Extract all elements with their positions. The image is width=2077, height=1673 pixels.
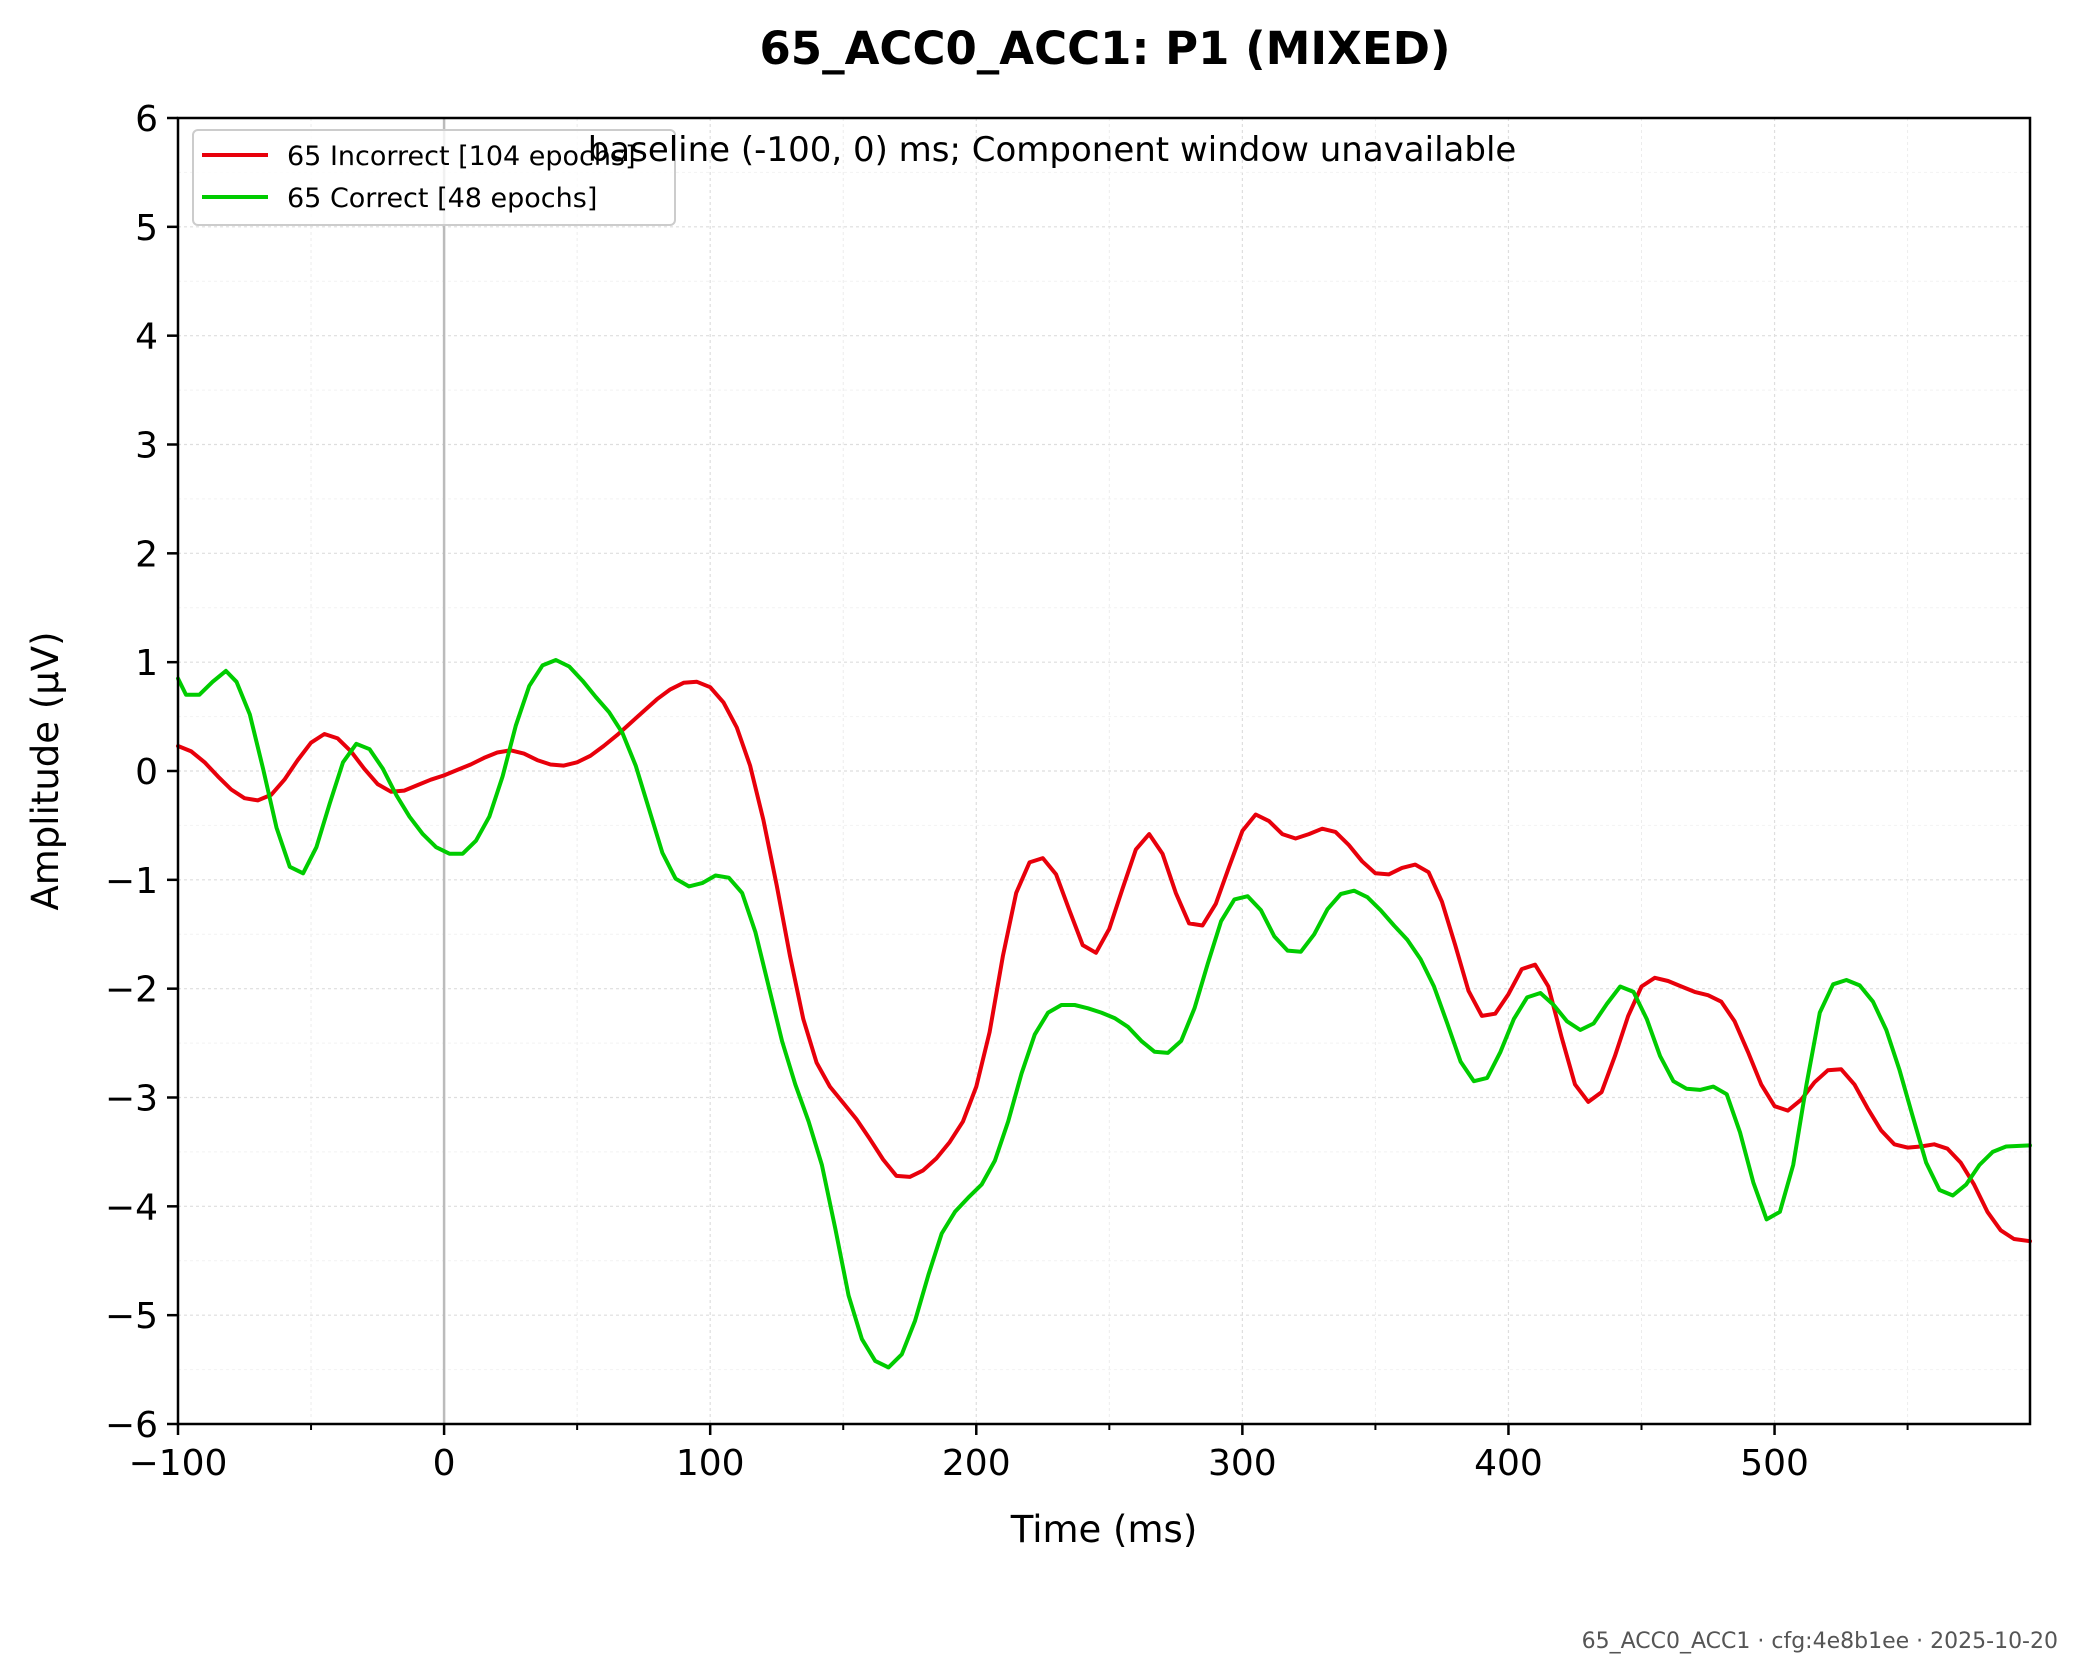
baseline-annotation: baseline (-100, 0) ms; Component window …	[588, 130, 1517, 170]
y-tick-label: −6	[105, 1405, 158, 1446]
series-line-correct	[176, 658, 2032, 1370]
legend: 65 Incorrect [104 epochs] 65 Correct [48…	[192, 129, 676, 226]
x-tick-label: 500	[1740, 1443, 1809, 1484]
footer-caption: 65_ACC0_ACC1 · cfg:4e8b1ee · 2025-10-20	[1582, 1629, 2058, 1654]
x-axis: −100 0 100 200 300 400 500	[129, 1424, 1909, 1484]
x-axis-label: Time (ms)	[1010, 1508, 1198, 1551]
y-tick-label: 0	[135, 752, 158, 793]
y-tick-label: 4	[135, 317, 158, 358]
legend-label-correct: 65 Correct [48 epochs]	[287, 183, 597, 214]
series-group	[176, 658, 2032, 1370]
y-tick-label: 6	[135, 99, 158, 140]
y-tick-label: 2	[135, 534, 158, 575]
y-tick-label: 1	[135, 643, 158, 684]
y-axis-label: Amplitude (μV)	[24, 631, 67, 910]
x-tick-label: −100	[129, 1443, 228, 1484]
y-tick-label: 5	[135, 208, 158, 249]
x-tick-label: 100	[676, 1443, 745, 1484]
series-line-incorrect	[176, 679, 2032, 1244]
y-tick-label: −2	[105, 970, 158, 1011]
y-tick-label: −3	[105, 1079, 158, 1120]
y-tick-label: −4	[105, 1187, 158, 1228]
x-tick-label: 0	[433, 1443, 456, 1484]
x-tick-label: 400	[1474, 1443, 1543, 1484]
y-tick-label: −1	[105, 861, 158, 902]
chart-title: 65_ACC0_ACC1: P1 (MIXED)	[759, 22, 1450, 75]
legend-label-incorrect: 65 Incorrect [104 epochs]	[287, 141, 636, 172]
x-tick-label: 200	[942, 1443, 1011, 1484]
y-tick-label: 3	[135, 426, 158, 467]
y-axis: −6 −5 −4 −3 −2 −1 0 1 2 3 4 5 6	[105, 99, 178, 1446]
x-tick-label: 300	[1208, 1443, 1277, 1484]
legend-box	[192, 129, 676, 226]
y-tick-label: −5	[105, 1296, 158, 1337]
